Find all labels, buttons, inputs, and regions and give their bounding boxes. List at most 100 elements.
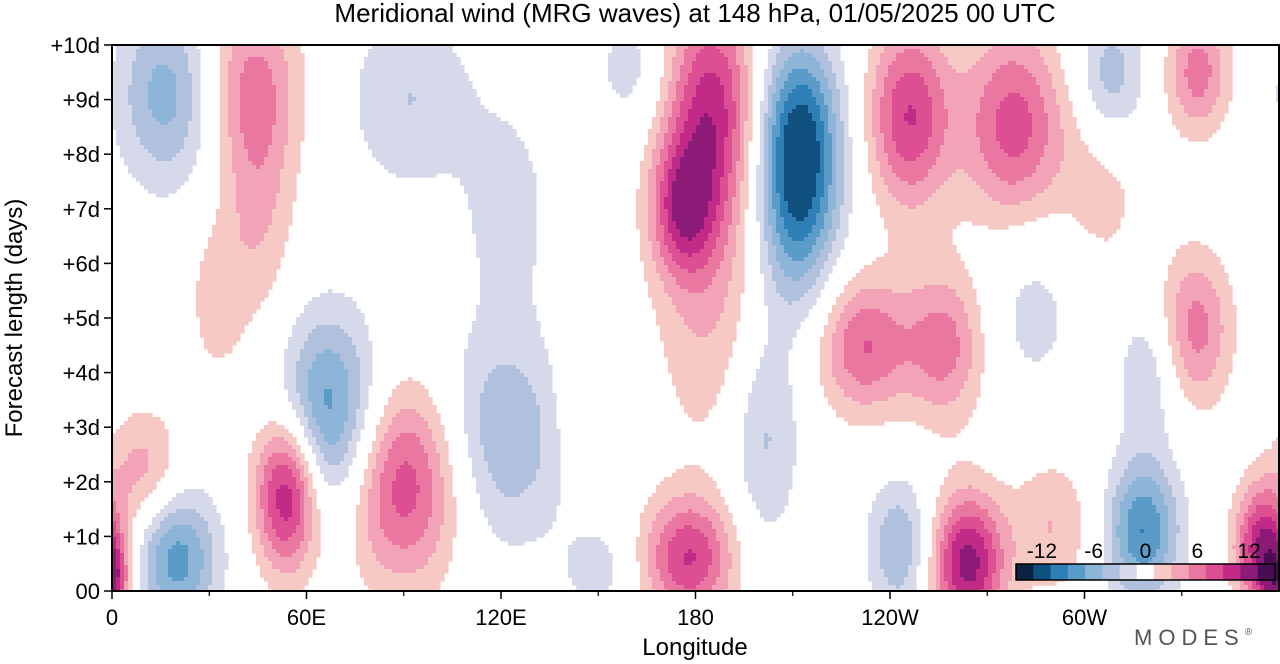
field-cell bbox=[1184, 61, 1189, 66]
field-cell bbox=[456, 109, 461, 114]
field-cell bbox=[1192, 109, 1197, 114]
field-cell bbox=[412, 77, 417, 82]
field-cell bbox=[996, 53, 1001, 58]
field-cell bbox=[1032, 117, 1037, 122]
field-cell bbox=[772, 69, 777, 74]
field-cell bbox=[664, 77, 669, 82]
field-cell bbox=[1088, 81, 1093, 86]
field-cell bbox=[380, 117, 385, 122]
field-cell bbox=[236, 77, 241, 82]
field-cell bbox=[116, 113, 121, 118]
field-cell bbox=[1048, 141, 1053, 146]
field-cell bbox=[400, 93, 405, 98]
field-cell bbox=[724, 53, 729, 58]
field-cell bbox=[444, 121, 449, 126]
field-cell bbox=[612, 53, 617, 58]
field-cell bbox=[468, 93, 473, 98]
field-cell bbox=[1100, 57, 1105, 62]
field-cell bbox=[232, 73, 237, 78]
field-cell bbox=[452, 89, 457, 94]
field-cell bbox=[704, 65, 709, 70]
field-cell bbox=[820, 133, 825, 138]
field-cell bbox=[440, 45, 445, 50]
field-cell bbox=[260, 57, 265, 62]
field-cell bbox=[396, 53, 401, 58]
field-cell bbox=[896, 141, 901, 146]
field-cell bbox=[1048, 125, 1053, 130]
field-cell bbox=[188, 109, 193, 114]
field-cell bbox=[160, 65, 165, 70]
field-cell bbox=[496, 121, 501, 126]
field-cell bbox=[292, 117, 297, 122]
field-cell bbox=[1008, 81, 1013, 86]
field-cell bbox=[812, 89, 817, 94]
field-cell bbox=[1200, 129, 1205, 134]
field-cell bbox=[1100, 69, 1105, 74]
field-cell bbox=[504, 121, 509, 126]
field-cell bbox=[720, 61, 725, 66]
field-cell bbox=[764, 77, 769, 82]
field-cell bbox=[776, 101, 781, 106]
field-cell bbox=[800, 117, 805, 122]
field-cell bbox=[1112, 77, 1117, 82]
field-cell bbox=[288, 73, 293, 78]
field-cell bbox=[968, 117, 973, 122]
field-cell bbox=[1200, 69, 1205, 74]
field-cell bbox=[1032, 129, 1037, 134]
field-cell bbox=[920, 73, 925, 78]
field-cell bbox=[936, 61, 941, 66]
field-cell bbox=[1092, 93, 1097, 98]
field-cell bbox=[1020, 89, 1025, 94]
field-cell bbox=[1008, 101, 1013, 106]
field-cell bbox=[1020, 85, 1025, 90]
field-cell bbox=[768, 141, 773, 146]
field-cell bbox=[956, 49, 961, 54]
field-cell bbox=[704, 93, 709, 98]
field-cell bbox=[184, 133, 189, 138]
field-cell bbox=[760, 125, 765, 130]
field-cell bbox=[412, 65, 417, 70]
field-cell bbox=[744, 53, 749, 58]
field-cell bbox=[1024, 81, 1029, 86]
field-cell bbox=[240, 81, 245, 86]
field-cell bbox=[1172, 45, 1177, 50]
field-cell bbox=[972, 45, 977, 50]
field-cell bbox=[996, 65, 1001, 70]
field-cell bbox=[268, 121, 273, 126]
field-cell bbox=[832, 53, 837, 58]
field-cell bbox=[764, 101, 769, 106]
field-cell bbox=[1124, 101, 1129, 106]
field-cell bbox=[1008, 53, 1013, 58]
field-cell bbox=[300, 101, 305, 106]
field-cell bbox=[964, 69, 969, 74]
field-cell bbox=[680, 121, 685, 126]
field-cell bbox=[944, 129, 949, 134]
field-cell bbox=[248, 69, 253, 74]
field-cell bbox=[824, 97, 829, 102]
field-cell bbox=[140, 49, 145, 54]
field-cell bbox=[1060, 109, 1065, 114]
field-cell bbox=[192, 133, 197, 138]
field-cell bbox=[1040, 53, 1045, 58]
field-cell bbox=[664, 69, 669, 74]
field-cell bbox=[720, 85, 725, 90]
field-cell bbox=[1192, 57, 1197, 62]
field-cell bbox=[680, 73, 685, 78]
field-cell bbox=[624, 81, 629, 86]
field-cell bbox=[624, 89, 629, 94]
field-cell bbox=[296, 125, 301, 130]
field-cell bbox=[840, 89, 845, 94]
field-cell bbox=[420, 133, 425, 138]
field-cell bbox=[128, 137, 133, 142]
field-cell bbox=[972, 145, 977, 150]
field-cell bbox=[664, 53, 669, 58]
field-cell bbox=[492, 113, 497, 118]
field-cell bbox=[240, 45, 245, 50]
field-cell bbox=[412, 101, 417, 106]
field-cell bbox=[404, 77, 409, 82]
field-cell bbox=[368, 113, 373, 118]
field-cell bbox=[272, 105, 277, 110]
field-cell bbox=[388, 89, 393, 94]
field-cell bbox=[796, 145, 801, 150]
field-cell bbox=[736, 125, 741, 130]
